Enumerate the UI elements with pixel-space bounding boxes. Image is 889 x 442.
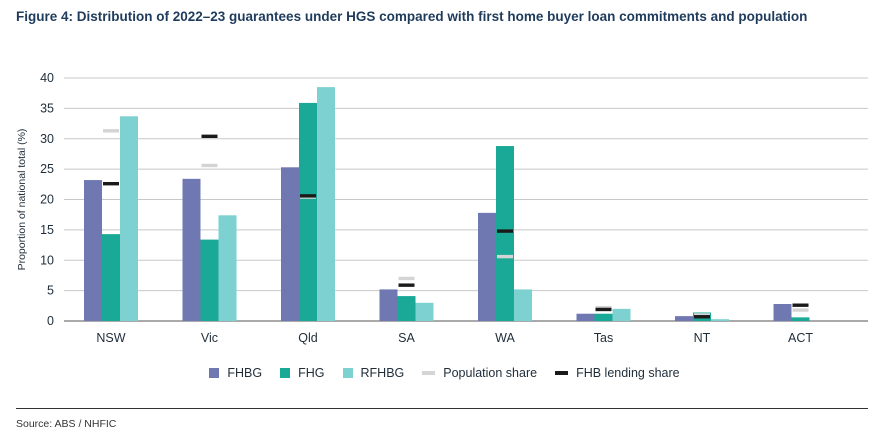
bar-rfhbg-sa [415,302,434,321]
marker-population-share-nt [694,313,710,317]
bar-fhbg-qld [281,167,299,321]
legend-swatch [280,368,291,378]
marker-fhb-lending-share-sa [398,283,415,287]
legend-label: FHB lending share [576,366,680,380]
legend-label: RFHBG [360,366,405,380]
bar-fhbg-nsw [84,180,102,321]
bar-fhg-vic [200,239,219,321]
legend-label: FHG [298,366,325,380]
y-tick-label: 25 [40,162,54,176]
x-tick-label: SA [398,331,415,345]
source-note: Source: ABS / NHFIC [16,418,117,430]
bar-fhbg-wa [478,212,496,321]
bar-rfhbg-qld [317,87,335,321]
bar-fhbg-sa [379,289,398,321]
bar-fhg-act [791,317,810,321]
legend-swatch [422,371,436,375]
marker-fhb-lending-share-vic [201,134,218,139]
bar-fhg-tas [594,313,613,321]
bar-fhg-sa [397,296,416,321]
marker-population-share-act [792,308,809,312]
chart-legend: FHBG FHG RFHBG Population share FHB lending … [0,366,889,380]
bottom-rule [16,408,868,409]
legend-label: Population share [443,366,538,380]
legend-swatch [342,368,353,378]
bar-fhbg-tas [576,313,595,321]
bar-rfhbg-nsw [120,116,138,322]
y-tick-label: 15 [40,223,54,237]
y-tick-label: 35 [40,101,54,115]
x-tick-label: ACT [788,331,813,345]
legend-item-fhbg: FHBG [209,366,262,380]
x-tick-label: Qld [298,331,318,345]
marker-fhb-lending-share-tas [595,307,612,312]
figure-title: Figure 4: Distribution of 2022–23 guaran… [16,9,808,24]
bar-fhg-nsw [102,234,120,321]
x-tick-label: Tas [594,331,613,345]
y-tick-label: 40 [40,71,54,85]
marker-population-share-tas [595,305,612,310]
legend-swatch [209,368,220,378]
bar-rfhbg-vic [218,215,237,321]
marker-population-share-nsw [103,129,119,133]
bar-fhg-qld [299,102,317,321]
bar-fhbg-act [773,303,792,321]
x-tick-label: NSW [96,331,125,345]
legend-swatch [555,371,569,375]
bar-rfhbg-nt [711,319,729,321]
bar-fhbg-vic [182,178,201,321]
legend-item-fhg: FHG [280,366,325,380]
y-tick-label: 30 [40,132,54,146]
legend-item-population-share: Population share [422,366,537,380]
bar-rfhbg-tas [612,308,631,321]
x-tick-label: Vic [201,331,218,345]
legend-item-fhb-lending-share: FHB lending share [555,366,680,380]
marker-population-share-sa [398,276,415,281]
marker-fhb-lending-share-act [792,303,809,307]
marker-population-share-vic [201,163,218,168]
marker-population-share-wa [497,254,513,259]
x-tick-label: NT [694,331,711,345]
y-tick-label: 10 [40,253,54,267]
bar-fhbg-nt [675,316,693,321]
x-tick-label: WA [495,331,515,345]
marker-fhb-lending-share-wa [497,229,513,233]
marker-fhb-lending-share-nsw [103,182,119,186]
y-tick-label: 5 [47,284,54,298]
legend-item-rfhbg: RFHBG [342,366,405,380]
y-tick-label: 0 [47,314,54,328]
marker-fhb-lending-share-nt [694,315,710,319]
legend-label: FHBG [227,366,263,380]
y-tick-label: 20 [40,193,54,207]
bar-fhg-wa [496,146,514,321]
marker-fhb-lending-share-qld [300,194,316,198]
bar-rfhbg-wa [514,289,532,321]
y-axis-label: Proportion of national total (%) [16,129,28,271]
